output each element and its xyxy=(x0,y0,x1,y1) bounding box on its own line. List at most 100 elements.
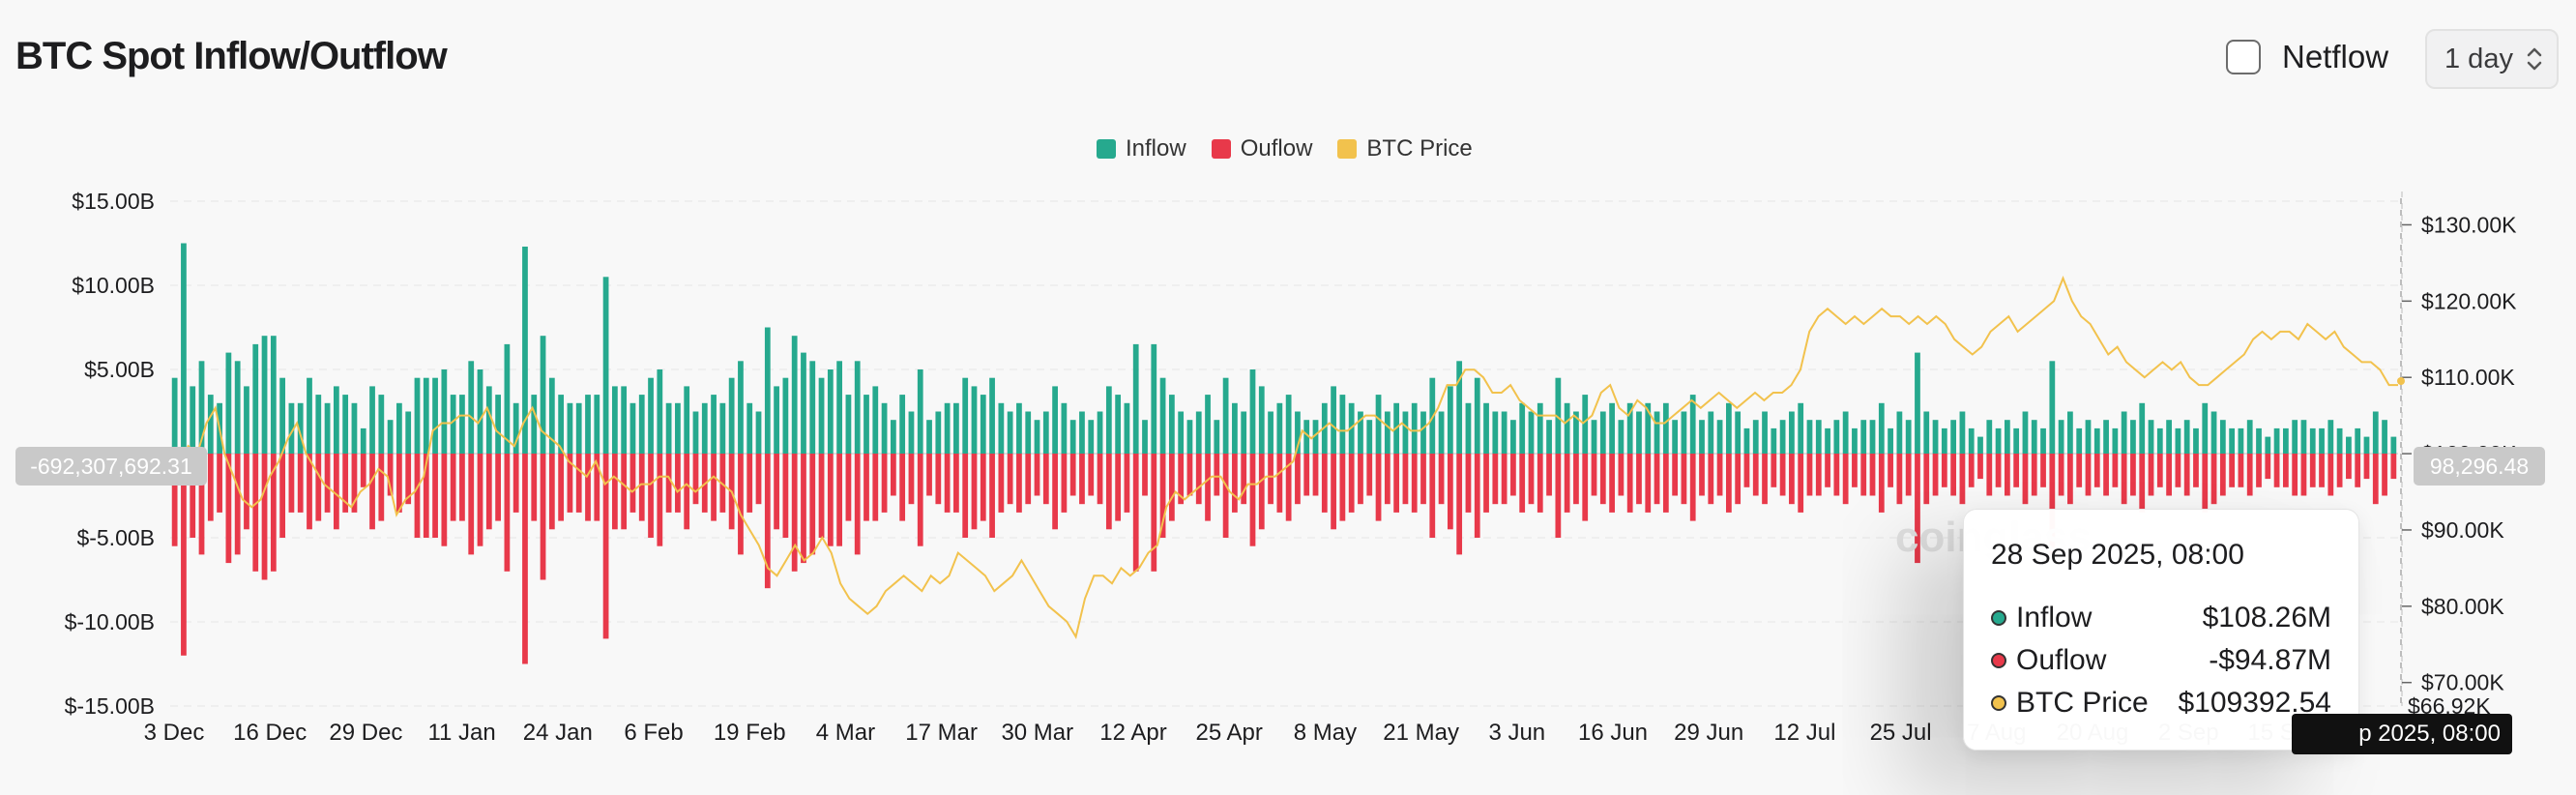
inflow-bar xyxy=(2148,420,2154,454)
outflow-bar xyxy=(1779,454,1786,496)
outflow-bar xyxy=(585,454,591,521)
outflow-bar xyxy=(1626,454,1633,513)
outflow-bar xyxy=(1411,454,1418,513)
outflow-bar xyxy=(441,454,448,546)
outflow-bar xyxy=(1528,454,1535,505)
inflow-bar xyxy=(1241,411,1247,454)
outflow-bar xyxy=(2282,454,2289,487)
outflow-bar xyxy=(1672,454,1679,496)
outflow-bar xyxy=(818,454,825,538)
x-axis-tick: 16 Dec xyxy=(233,720,307,746)
tooltip-row-inflow: Inflow $108.26M xyxy=(1991,597,2331,639)
x-axis-tick: 30 Mar xyxy=(1001,720,1073,746)
inflow-bar xyxy=(1995,427,2002,454)
inflow-bar xyxy=(1295,411,1301,454)
outflow-bar xyxy=(1447,454,1453,530)
outflow-bar xyxy=(2040,454,2046,487)
outflow-bar xyxy=(1708,454,1714,505)
inflow-bar xyxy=(1869,420,1876,454)
inflow-bar xyxy=(2067,411,2073,454)
inflow-bar xyxy=(2336,427,2343,454)
outflow-bar xyxy=(1241,454,1247,505)
inflow-bar xyxy=(1986,420,1993,454)
inflow-bar xyxy=(989,377,995,454)
outflow-bar xyxy=(1735,454,1742,505)
outflow-bar xyxy=(1815,454,1822,496)
inflow-bar xyxy=(944,402,951,454)
inflow-bar xyxy=(1474,377,1480,454)
netflow-toggle[interactable]: Netflow xyxy=(2226,39,2388,75)
outflow-bar xyxy=(1132,454,1139,572)
legend-label-outflow: Ouflow xyxy=(1240,135,1313,162)
inflow-bar xyxy=(1752,420,1759,454)
interval-select[interactable]: 1 day xyxy=(2425,29,2559,89)
inflow-bar xyxy=(1168,395,1175,454)
legend-item-inflow[interactable]: Inflow xyxy=(1097,135,1186,162)
inflow-bar xyxy=(1519,402,1526,454)
outflow-bar xyxy=(1268,454,1273,505)
inflow-bar xyxy=(2175,427,2181,454)
legend-item-outflow[interactable]: Ouflow xyxy=(1211,135,1313,162)
inflow-bar xyxy=(1905,420,1912,454)
inflow-bar xyxy=(2022,411,2029,454)
outflow-bar xyxy=(225,454,232,564)
outflow-bar xyxy=(1105,454,1112,530)
inflow-bar xyxy=(1564,402,1570,454)
outflow-bar xyxy=(244,454,249,530)
outflow-bar xyxy=(171,454,178,546)
legend-item-btc-price[interactable]: BTC Price xyxy=(1337,135,1473,162)
inflow-bar xyxy=(1645,402,1652,454)
outflow-bar xyxy=(1986,454,1993,496)
outflow-bar xyxy=(1654,454,1660,505)
x-axis-tick: 25 Apr xyxy=(1196,720,1263,746)
inflow-bar xyxy=(1079,411,1085,454)
inflow-bar xyxy=(1358,411,1363,454)
inflow-bar xyxy=(2390,436,2397,454)
x-axis-tick: 8 May xyxy=(1294,720,1357,746)
tooltip-name: Inflow xyxy=(2016,602,2093,633)
inflow-bar xyxy=(1725,402,1732,454)
outflow-bar xyxy=(2022,454,2029,505)
outflow-bar xyxy=(1501,454,1508,505)
outflow-bar xyxy=(1555,454,1562,538)
outflow-bar xyxy=(261,454,268,580)
inflow-bar xyxy=(1968,427,1975,454)
outflow-bar xyxy=(234,454,241,555)
inflow-bar xyxy=(1465,402,1472,454)
outflow-bar xyxy=(2004,454,2010,496)
crosshair-right-value: 98,296.48 xyxy=(2414,447,2545,486)
outflow-bar xyxy=(540,454,546,580)
outflow-bar xyxy=(1303,454,1310,496)
outflow-bar xyxy=(791,454,798,572)
outflow-bar xyxy=(2292,454,2298,496)
outflow-bar xyxy=(1465,454,1472,513)
inflow-bar xyxy=(2346,436,2352,454)
outflow-bar xyxy=(665,454,672,513)
inflow-bar xyxy=(225,352,232,454)
outflow-bar xyxy=(1285,454,1292,521)
outflow-bar xyxy=(207,454,214,521)
inflow-bar xyxy=(1510,420,1516,454)
netflow-checkbox[interactable] xyxy=(2226,40,2261,74)
inflow-bar xyxy=(1088,420,1095,454)
inflow-bar xyxy=(558,395,565,454)
right-axis-tick: $80.00K xyxy=(2421,594,2504,619)
outflow-bar xyxy=(1636,454,1642,505)
outflow-bar xyxy=(2327,454,2334,496)
x-axis-tick: 11 Jan xyxy=(427,720,495,746)
inflow-bar xyxy=(1654,411,1660,454)
inflow-bar xyxy=(1097,411,1103,454)
inflow-bar xyxy=(1932,420,1939,454)
inflow-bar xyxy=(1852,427,1858,454)
inflow-bar xyxy=(2183,420,2190,454)
inflow-bar xyxy=(854,361,861,454)
outflow-bar xyxy=(2130,454,2136,496)
inflow-bar xyxy=(423,377,429,454)
outflow-bar xyxy=(1519,454,1526,513)
inflow-bar xyxy=(1771,427,1777,454)
inflow-bar xyxy=(1483,402,1489,454)
outflow-bar xyxy=(396,454,402,513)
outflow-bar xyxy=(2238,454,2244,487)
outflow-bar xyxy=(2013,454,2020,487)
